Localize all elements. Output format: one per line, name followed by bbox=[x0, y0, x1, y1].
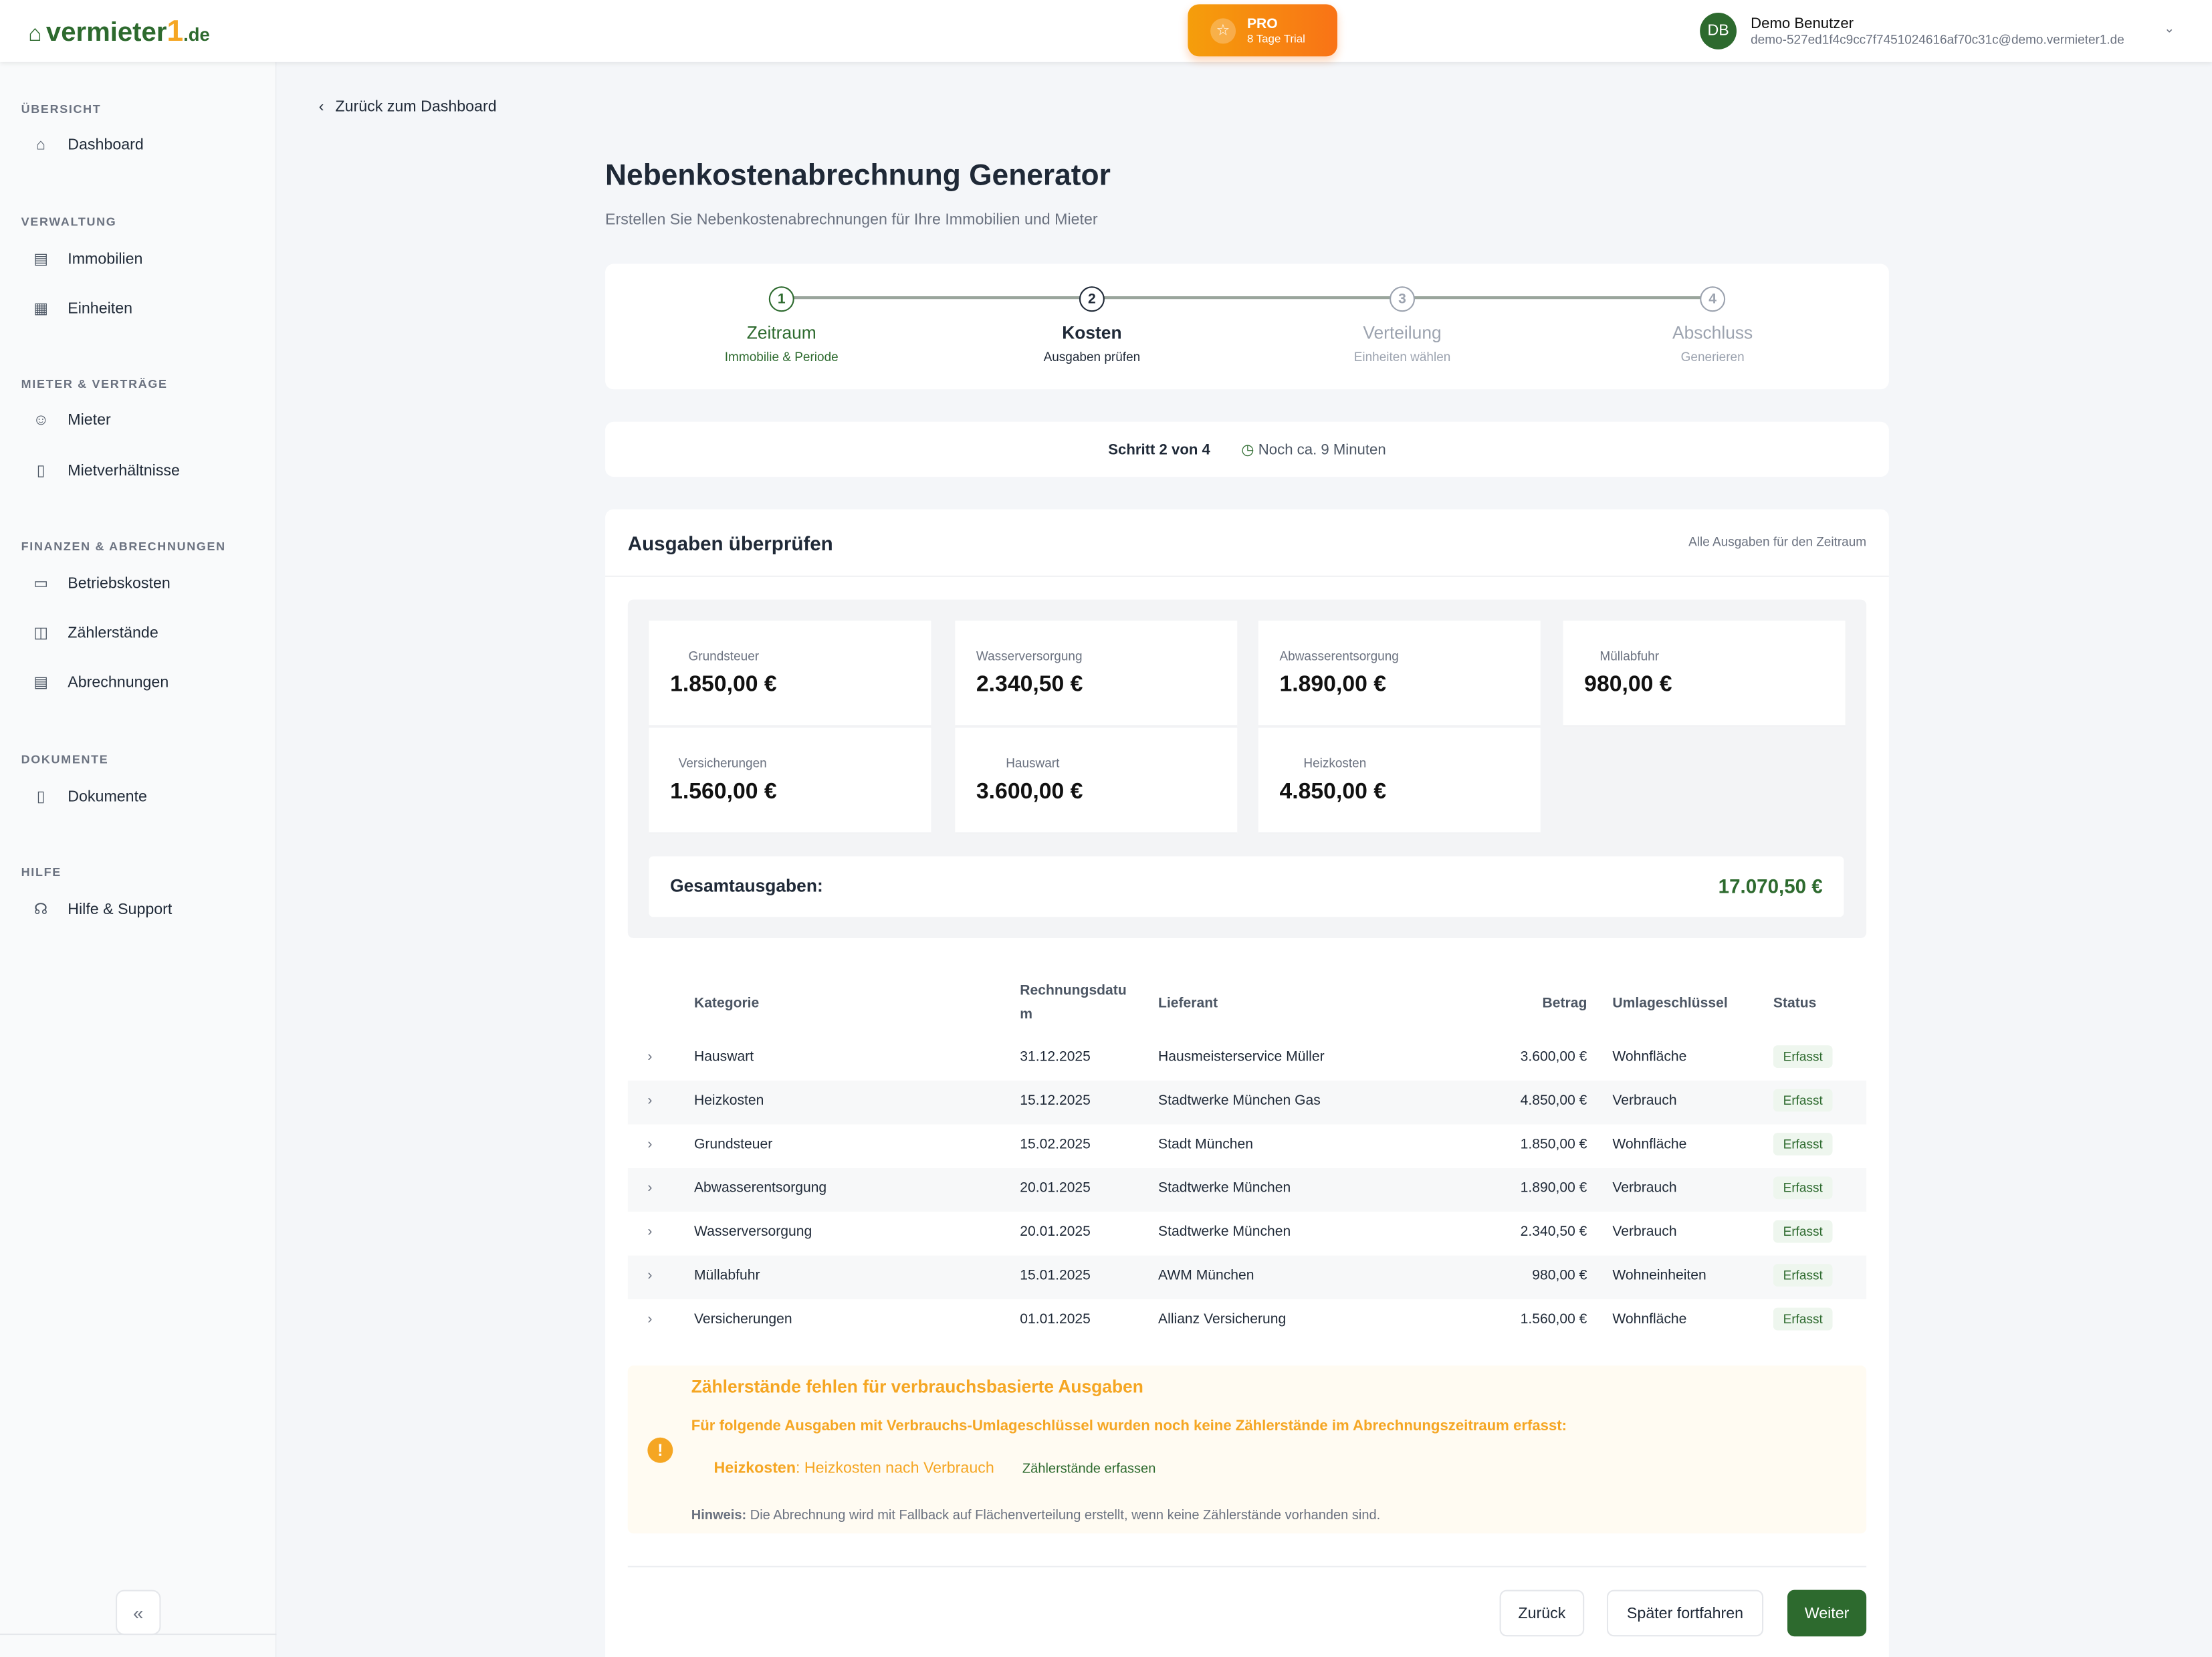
building-icon: ▤ bbox=[33, 251, 49, 268]
column-header: Lieferant bbox=[1158, 996, 1218, 1012]
logo[interactable]: ⌂ vermieter 1 .de bbox=[28, 15, 210, 48]
chevron-right-icon[interactable]: › bbox=[647, 1093, 653, 1109]
page-title: Nebenkostenabrechnung Generator bbox=[605, 159, 1111, 192]
credit-card-icon: ▭ bbox=[33, 575, 49, 593]
column-header: Rechnungsdatum bbox=[1020, 983, 1127, 1023]
expense-card: Abwasserentsorgung 1.890,00 € bbox=[1258, 621, 1541, 727]
file-icon: ▯ bbox=[36, 788, 45, 806]
sidebar-item[interactable]: ▦ Einheiten bbox=[31, 299, 132, 317]
grid-icon: ▦ bbox=[33, 300, 49, 318]
status-badge: Erfasst bbox=[1773, 1133, 1833, 1155]
sidebar-item[interactable]: ☊ Hilfe & Support bbox=[31, 900, 172, 918]
total-expenses: Gesamtausgaben: 17.070,50 € bbox=[649, 856, 1844, 917]
table-row[interactable]: › Grundsteuer 15.02.2025 Stadt München 1… bbox=[628, 1124, 1866, 1168]
table-row[interactable]: › Versicherungen 01.01.2025 Allianz Vers… bbox=[628, 1299, 1866, 1343]
record-meter-link[interactable]: Zählerstände erfassen bbox=[1022, 1461, 1156, 1477]
expense-summary: Grundsteuer 1.850,00 € Wasserversorgung 2.3… bbox=[627, 599, 1867, 938]
column-header: Betrag bbox=[1542, 996, 1587, 1012]
chevron-down-icon[interactable]: ⌄ bbox=[2164, 21, 2175, 35]
sidebar-item[interactable]: ▯ Mietverhältnisse bbox=[31, 461, 180, 479]
chevron-right-icon[interactable]: › bbox=[647, 1268, 653, 1284]
sidebar-section-title: VERWALTUNG bbox=[21, 214, 117, 229]
headset-icon: ☊ bbox=[33, 901, 48, 919]
sidebar-item[interactable]: ▤ Abrechnungen bbox=[31, 673, 169, 691]
top-header: ⌂ vermieter 1 .de ☆ PRO 8 Tage Trial DB Demo B… bbox=[0, 0, 2212, 62]
chevron-left-icon: ‹ bbox=[318, 98, 324, 116]
sidebar: ÜBERSICHT ⌂ Dashboard VERWALTUNG ▤ Immobilien… bbox=[0, 62, 277, 1657]
expense-card: Versicherungen 1.560,00 € bbox=[649, 728, 931, 834]
house-icon: ⌂ bbox=[28, 22, 42, 47]
sidebar-item[interactable]: ▯ Dokumente bbox=[31, 787, 147, 805]
chevron-right-icon[interactable]: › bbox=[647, 1049, 653, 1065]
table-row[interactable]: › Hauswart 31.12.2025 Hausmeisterservice… bbox=[628, 1037, 1866, 1081]
back-to-dashboard-link[interactable]: ‹ Zurück zum Dashboard bbox=[318, 98, 497, 116]
back-button[interactable]: Zurück bbox=[1499, 1589, 1585, 1637]
pro-trial-badge[interactable]: ☆ PRO 8 Tage Trial bbox=[1188, 4, 1337, 57]
chevron-right-icon[interactable]: › bbox=[647, 1180, 653, 1197]
page-subtitle: Erstellen Sie Nebenkostenabrechnungen fü… bbox=[605, 211, 1098, 229]
column-header: Umlageschlüssel bbox=[1612, 996, 1728, 1012]
sidebar-section-title: DOKUMENTE bbox=[21, 752, 109, 766]
status-badge: Erfasst bbox=[1773, 1176, 1833, 1200]
expense-card: Grundsteuer 1.850,00 € bbox=[649, 621, 931, 727]
step-1[interactable]: 1 Zeitraum Immobilie & Periode bbox=[669, 286, 895, 364]
continue-later-button[interactable]: Später fortfahren bbox=[1606, 1589, 1764, 1637]
sidebar-section-title: FINANZEN & ABRECHNUNGEN bbox=[21, 538, 226, 553]
step-3[interactable]: 3 Verteilung Einheiten wählen bbox=[1289, 286, 1515, 364]
status-badge: Erfasst bbox=[1773, 1264, 1833, 1287]
expense-card: Müllabfuhr 980,00 € bbox=[1563, 621, 1846, 727]
step-4[interactable]: 4 Abschluss Generieren bbox=[1599, 286, 1826, 364]
chevron-right-icon[interactable]: › bbox=[647, 1224, 653, 1240]
table-row[interactable]: › Heizkosten 15.12.2025 Stadtwerke Münch… bbox=[627, 1081, 1867, 1125]
table-row[interactable]: › Müllabfuhr 15.01.2025 AWM München 980,… bbox=[627, 1255, 1867, 1300]
sidebar-item[interactable]: ⌂ Dashboard bbox=[31, 136, 144, 154]
sidebar-item[interactable]: ☺ Mieter bbox=[31, 412, 110, 429]
status-badge: Erfasst bbox=[1773, 1220, 1833, 1243]
receipt-icon: ▤ bbox=[33, 674, 49, 691]
avatar: DB bbox=[1700, 12, 1737, 49]
next-button[interactable]: Weiter bbox=[1787, 1589, 1867, 1637]
sidebar-item[interactable]: ▤ Immobilien bbox=[31, 249, 142, 267]
sidebar-item[interactable]: ◫ Zählerstände bbox=[31, 623, 158, 642]
step-2[interactable]: 2 Kosten Ausgaben prüfen bbox=[979, 286, 1205, 364]
sidebar-section-title: ÜBERSICHT bbox=[21, 101, 102, 116]
expense-card: Wasserversorgung 2.340,50 € bbox=[955, 621, 1238, 727]
home-icon: ⌂ bbox=[36, 136, 46, 154]
clock-icon: ◷ bbox=[1241, 441, 1254, 458]
warning-icon: ! bbox=[647, 1437, 673, 1463]
progress-info: Schritt 2 von 4 ◷ Noch ca. 9 Minuten bbox=[605, 421, 1889, 477]
missing-meter-alert: ! Zählerstände fehlen für verbrauchsbasi… bbox=[627, 1365, 1867, 1534]
expense-card: Hauswart 3.600,00 € bbox=[955, 728, 1238, 834]
sidebar-item[interactable]: ▭ Betriebskosten bbox=[31, 574, 171, 593]
chevron-right-icon[interactable]: › bbox=[647, 1137, 653, 1153]
star-icon: ☆ bbox=[1210, 17, 1236, 43]
expense-card: Heizkosten 4.850,00 € bbox=[1258, 728, 1541, 834]
column-header: Status bbox=[1773, 996, 1817, 1012]
status-badge: Erfasst bbox=[1773, 1307, 1833, 1331]
user-menu[interactable]: DB Demo Benutzer demo-527ed1f4c9cc7f745102… bbox=[1700, 12, 2124, 49]
chevron-right-icon[interactable]: › bbox=[647, 1312, 653, 1328]
document-icon: ▯ bbox=[36, 462, 45, 480]
meter-icon: ◫ bbox=[33, 625, 49, 642]
status-badge: Erfasst bbox=[1773, 1045, 1833, 1069]
column-header: Kategorie bbox=[693, 996, 760, 1012]
sidebar-section-title: HILFE bbox=[21, 865, 62, 879]
sidebar-section-title: MIETER & VERTRÄGE bbox=[21, 376, 168, 391]
table-row[interactable]: › Wasserversorgung 20.01.2025 Stadtwerke… bbox=[628, 1212, 1866, 1255]
table-row[interactable]: › Abwasserentsorgung 20.01.2025 Stadtwer… bbox=[627, 1168, 1867, 1212]
status-badge: Erfasst bbox=[1773, 1089, 1833, 1112]
stepper: 1 Zeitraum Immobilie & Periode 2 Kosten Ausga… bbox=[605, 263, 1889, 390]
user-icon: ☺ bbox=[33, 412, 49, 429]
double-chevron-left-icon[interactable]: « bbox=[115, 1589, 161, 1636]
expenses-card: Ausgaben überprüfen Alle Ausgaben für de… bbox=[605, 509, 1889, 1657]
